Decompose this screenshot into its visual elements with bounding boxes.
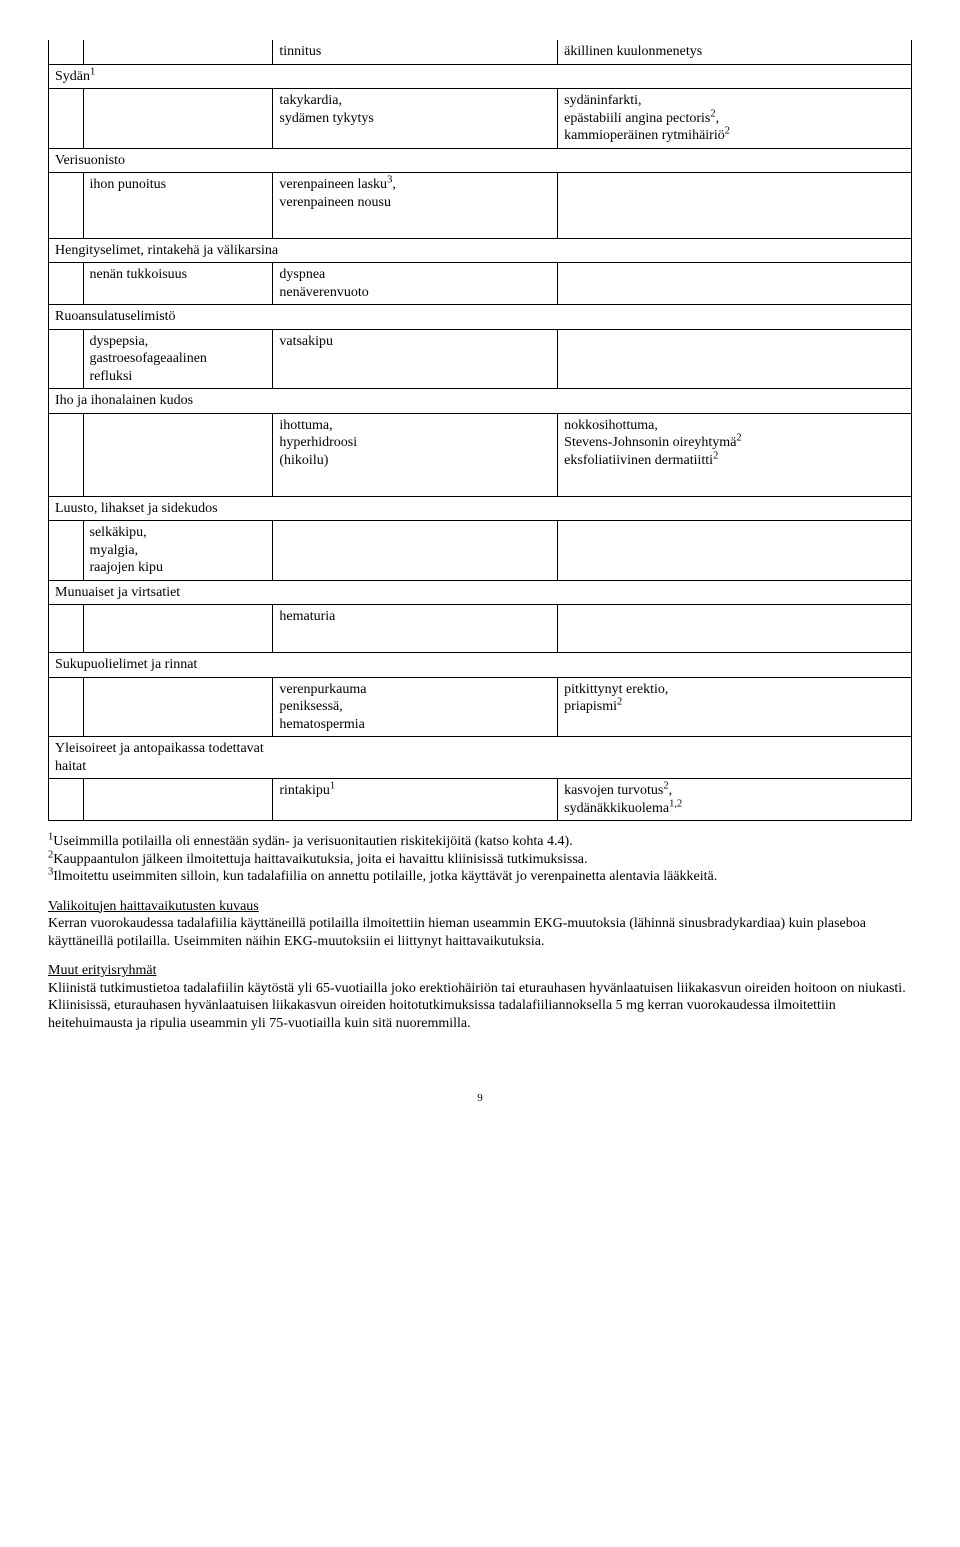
table-section-luusto: Luusto, lihakset ja sidekudos <box>49 496 912 521</box>
label-sydan: Sydän <box>55 69 90 84</box>
table-row: rintakipu1 kasvojen turvotus2, sydänäkki… <box>49 779 912 821</box>
section-title: Muut erityisryhmät <box>48 963 157 978</box>
table-row: ihon punoitus verenpaineen lasku3, veren… <box>49 173 912 215</box>
table-section-sydan: Sydän1 <box>49 64 912 89</box>
cell-verenpaineen: verenpaineen lasku3, verenpaineen nousu <box>273 173 558 215</box>
label-ruoansulatus: Ruoansulatuselimistö <box>49 305 273 330</box>
cell-verenpurkauma: verenpurkauma peniksessä, hematospermia <box>273 677 558 737</box>
label-luusto: Luusto, lihakset ja sidekudos <box>49 496 273 521</box>
page-number: 9 <box>48 1092 912 1106</box>
table-row: hematuria <box>49 605 912 629</box>
table-row: takykardia, sydämen tykytys sydäninfarkt… <box>49 89 912 149</box>
cell-priapismi: pitkittynyt erektio, priapismi2 <box>558 677 912 737</box>
label-iho: Iho ja ihonalainen kudos <box>49 389 273 414</box>
cell-hematuria: hematuria <box>273 605 558 629</box>
label-hengitys: Hengityselimet, rintakehä ja välikarsina <box>49 238 912 263</box>
cell-ihottuma: ihottuma, hyperhidroosi (hikoilu) <box>273 413 558 472</box>
section-body: Kerran vuorokaudessa tadalafiilia käyttä… <box>48 916 866 949</box>
table-spacer <box>49 214 912 238</box>
footnote-2: Kauppaantulon jälkeen ilmoitettuja haitt… <box>53 852 587 867</box>
footnotes: 1Useimmilla potilailla oli ennestään syd… <box>48 833 912 886</box>
cell-tinnitus: tinnitus <box>273 40 558 64</box>
cell-rintakipu: rintakipu1 <box>273 779 558 821</box>
section-muut: Muut erityisryhmät Kliinistä tutkimustie… <box>48 962 912 1032</box>
table-row: verenpurkauma peniksessä, hematospermia … <box>49 677 912 737</box>
table-row: ihottuma, hyperhidroosi (hikoilu) nokkos… <box>49 413 912 472</box>
cell-dyspnea: dyspnea nenäverenvuoto <box>273 263 558 305</box>
table-section-verisuonisto: Verisuonisto <box>49 148 912 173</box>
table-row: nenän tukkoisuus dyspnea nenäverenvuoto <box>49 263 912 305</box>
cell-ihon-punoitus: ihon punoitus <box>83 173 273 215</box>
cell-takykardia: takykardia, sydämen tykytys <box>273 89 558 149</box>
cell-dyspepsia: dyspepsia, gastroesofageaalinen refluksi <box>83 329 273 389</box>
cell-nenan: nenän tukkoisuus <box>83 263 273 305</box>
table-section-yleisoireet: Yleisoireet ja antopaikassa todettavat h… <box>49 737 912 779</box>
cell-sydaninfarkti: sydäninfarkti, epästabiili angina pector… <box>558 89 912 149</box>
label-munuaiset: Munuaiset ja virtsatiet <box>49 580 273 605</box>
footnote-1: Useimmilla potilailla oli ennestään sydä… <box>53 834 572 849</box>
table-row: selkäkipu, myalgia, raajojen kipu <box>49 521 912 581</box>
cell-kuulonmenetys: äkillinen kuulonmenetys <box>558 40 912 64</box>
adverse-effects-table: tinnitus äkillinen kuulonmenetys Sydän1 … <box>48 40 912 821</box>
cell-vatsakipu: vatsakipu <box>273 329 558 389</box>
footnote-3: Ilmoitettu useimmiten silloin, kun tadal… <box>53 869 717 884</box>
table-row: tinnitus äkillinen kuulonmenetys <box>49 40 912 64</box>
sup: 1 <box>90 66 95 77</box>
label-sukupuoli: Sukupuolielimet ja rinnat <box>49 653 273 678</box>
table-row: dyspepsia, gastroesofageaalinen refluksi… <box>49 329 912 389</box>
label-verisuonisto: Verisuonisto <box>49 148 273 173</box>
table-section-hengitys: Hengityselimet, rintakehä ja välikarsina <box>49 238 912 263</box>
table-section-iho: Iho ja ihonalainen kudos <box>49 389 912 414</box>
table-spacer <box>49 629 912 653</box>
cell-nokkosihottuma: nokkosihottuma, Stevens-Johnsonin oireyh… <box>558 413 912 472</box>
table-spacer <box>49 472 912 496</box>
cell-kasvojen: kasvojen turvotus2, sydänäkkikuolema1,2 <box>558 779 912 821</box>
table-section-munuaiset: Munuaiset ja virtsatiet <box>49 580 912 605</box>
table-section-ruoansulatus: Ruoansulatuselimistö <box>49 305 912 330</box>
section-valikoitujen: Valikoitujen haittavaikutusten kuvaus Ke… <box>48 898 912 951</box>
label-yleisoireet: Yleisoireet ja antopaikassa todettavat h… <box>49 737 273 779</box>
section-body: Kliinistä tutkimustietoa tadalafiilin kä… <box>48 981 906 1031</box>
section-title: Valikoitujen haittavaikutusten kuvaus <box>48 899 259 914</box>
cell-selkakipu: selkäkipu, myalgia, raajojen kipu <box>83 521 273 581</box>
table-section-sukupuoli: Sukupuolielimet ja rinnat <box>49 653 912 678</box>
